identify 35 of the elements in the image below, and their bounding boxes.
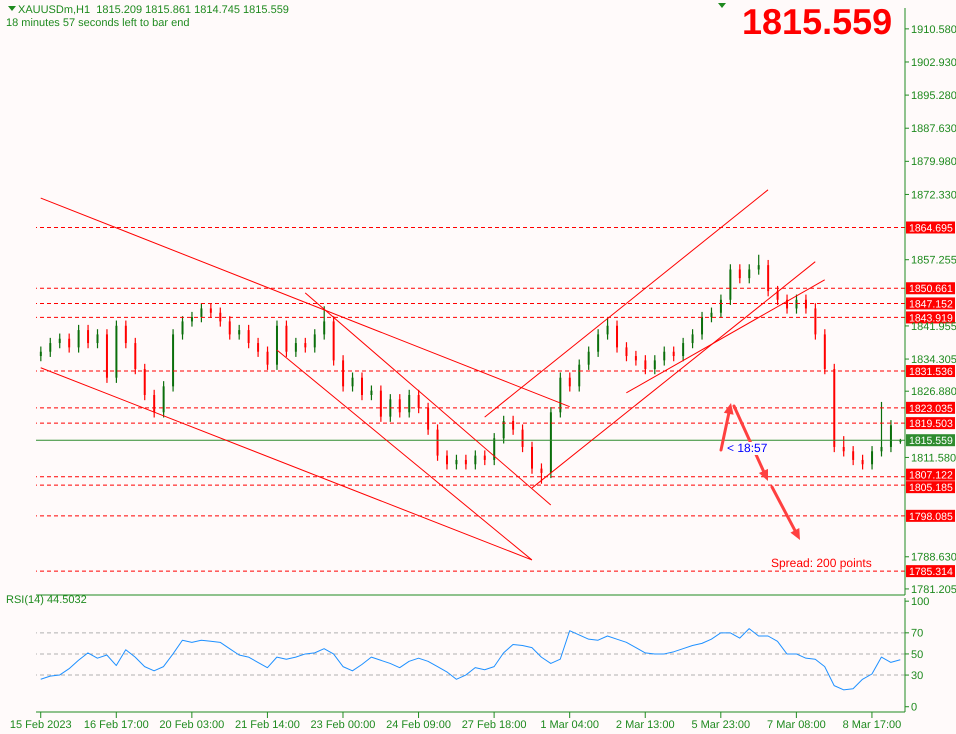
y-tick-label: 30 bbox=[911, 670, 924, 682]
ref-line-label: 1847.152 bbox=[909, 298, 953, 310]
ref-line-label: 1819.503 bbox=[909, 418, 953, 430]
ref-line-label: 1823.035 bbox=[909, 402, 953, 415]
annotation: < 18:57 bbox=[727, 441, 768, 456]
x-tick-label: 5 Mar 23:00 bbox=[691, 718, 750, 731]
x-tick-label: 7 Mar 08:00 bbox=[767, 718, 826, 731]
annotation: Spread: 200 points bbox=[771, 556, 872, 570]
y-tick-label: 1811.580 bbox=[911, 452, 956, 464]
ref-line-label: 1815.559 bbox=[909, 435, 953, 448]
x-tick-label: 24 Feb 09:00 bbox=[386, 718, 451, 731]
ref-line-label: 1798.085 bbox=[909, 510, 953, 523]
ref-line-label: 1807.122 bbox=[909, 470, 953, 482]
x-tick-label: 1 Mar 04:00 bbox=[540, 718, 600, 731]
annotation: 1815.559 bbox=[742, 1, 892, 42]
y-tick-label: 0 bbox=[911, 702, 918, 714]
chart-title: RSI(14) 44.5032 bbox=[6, 594, 87, 606]
y-tick-label: 70 bbox=[911, 628, 924, 640]
y-tick-label: 50 bbox=[911, 648, 924, 661]
ref-line-label: 1831.536 bbox=[909, 366, 953, 378]
x-tick-label: 20 Feb 03:00 bbox=[159, 718, 224, 731]
text: 18 minutes 57 seconds left to bar end bbox=[6, 17, 190, 29]
ref-line-label: 1850.661 bbox=[909, 283, 953, 296]
ref-line-label: 1785.314 bbox=[909, 566, 953, 578]
ref-line-label: 1805.185 bbox=[909, 482, 953, 494]
x-tick-label: 23 Feb 00:00 bbox=[310, 718, 376, 731]
chart-title: XAUUSDm,H1 1815.209 1815.861 1814.745 1815.559 bbox=[18, 4, 289, 16]
x-tick-label: 21 Feb 14:00 bbox=[234, 718, 300, 731]
x-tick-label: 27 Feb 18:00 bbox=[462, 718, 527, 731]
x-tick-label: 8 Mar 17:00 bbox=[842, 718, 902, 731]
x-tick-label: 2 Mar 13:00 bbox=[616, 718, 675, 731]
ref-line-label: 1864.695 bbox=[909, 222, 953, 234]
x-tick-label: 16 Feb 17:00 bbox=[84, 718, 149, 731]
y-tick-label: 100 bbox=[911, 596, 930, 608]
x-tick-label: 15 Feb 2023 bbox=[10, 718, 72, 731]
